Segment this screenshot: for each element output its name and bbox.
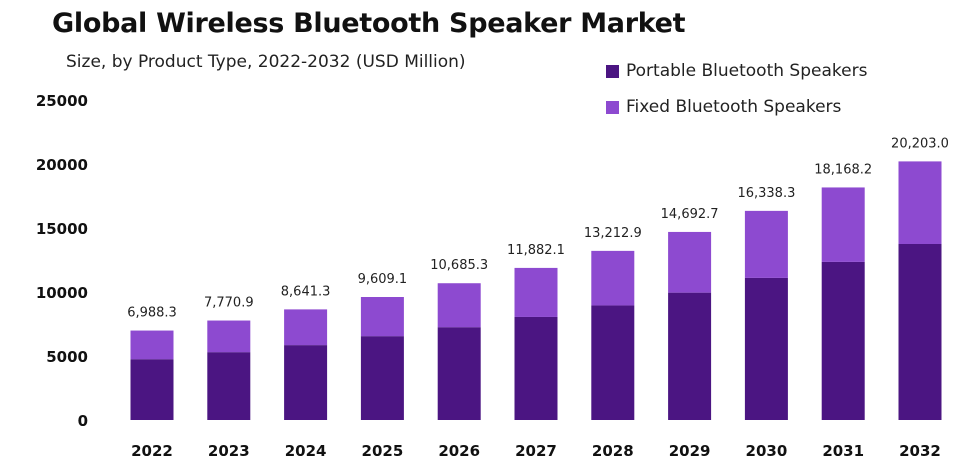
y-tick-label: 15000 bbox=[36, 220, 88, 238]
x-tick-label: 2026 bbox=[438, 442, 480, 460]
data-label-total: 6,988.3 bbox=[127, 306, 177, 321]
x-tick-label: 2032 bbox=[899, 442, 941, 460]
bar-fixed bbox=[360, 297, 404, 337]
x-tick-label: 2028 bbox=[592, 442, 634, 460]
bar-fixed bbox=[898, 161, 942, 244]
y-tick-label: 0 bbox=[78, 412, 88, 430]
data-label-total: 14,692.7 bbox=[661, 207, 719, 222]
bar-portable bbox=[898, 244, 942, 420]
data-label-total: 20,203.0 bbox=[891, 136, 949, 151]
data-label-total: 9,609.1 bbox=[358, 272, 408, 287]
bar-portable bbox=[360, 336, 404, 420]
bar-fixed bbox=[821, 187, 865, 262]
data-label-total: 10,685.3 bbox=[430, 258, 488, 273]
y-tick-label: 25000 bbox=[36, 92, 88, 110]
legend-label-fixed: Fixed Bluetooth Speakers bbox=[626, 97, 842, 117]
data-label-total: 7,770.9 bbox=[204, 296, 254, 311]
bar-portable bbox=[668, 292, 712, 420]
bar-fixed bbox=[591, 250, 635, 306]
x-tick-label: 2031 bbox=[822, 442, 864, 460]
data-label-total: 16,338.3 bbox=[737, 186, 795, 201]
data-label-total: 11,882.1 bbox=[507, 243, 565, 258]
x-tick-label: 2024 bbox=[285, 442, 327, 460]
bar-fixed bbox=[207, 320, 251, 353]
y-tick-label: 10000 bbox=[36, 284, 88, 302]
legend-swatch-portable bbox=[606, 64, 619, 78]
x-tick-label: 2030 bbox=[746, 442, 788, 460]
bar-fixed bbox=[668, 231, 712, 293]
chart-title: Global Wireless Bluetooth Speaker Market bbox=[52, 8, 686, 39]
data-label-total: 8,641.3 bbox=[281, 284, 331, 299]
x-tick-label: 2023 bbox=[208, 442, 250, 460]
bar-portable bbox=[207, 352, 251, 420]
bar-fixed bbox=[130, 330, 174, 360]
data-label-total: 13,212.9 bbox=[584, 226, 642, 241]
data-label-total: 18,168.2 bbox=[814, 162, 872, 177]
bar-fixed bbox=[437, 283, 481, 328]
bar-fixed bbox=[744, 210, 788, 278]
x-tick-label: 2022 bbox=[131, 442, 173, 460]
bar-portable bbox=[130, 359, 174, 420]
legend-item-fixed: Fixed Bluetooth Speakers bbox=[606, 96, 867, 118]
bar-fixed bbox=[514, 267, 558, 317]
legend-item-portable: Portable Bluetooth Speakers bbox=[606, 60, 867, 82]
legend: Portable Bluetooth Speakers Fixed Blueto… bbox=[606, 60, 867, 132]
legend-swatch-fixed bbox=[606, 100, 619, 114]
bar-portable bbox=[744, 277, 788, 420]
x-tick-label: 2029 bbox=[669, 442, 711, 460]
y-tick-label: 5000 bbox=[46, 348, 88, 366]
bar-fixed bbox=[284, 309, 328, 346]
y-tick-label: 20000 bbox=[36, 156, 88, 174]
bar-portable bbox=[514, 316, 558, 420]
x-tick-label: 2027 bbox=[515, 442, 557, 460]
legend-label-portable: Portable Bluetooth Speakers bbox=[626, 61, 868, 81]
x-tick-label: 2025 bbox=[362, 442, 404, 460]
chart-subtitle: Size, by Product Type, 2022-2032 (USD Mi… bbox=[66, 52, 466, 72]
bar-portable bbox=[821, 261, 865, 420]
bar-portable bbox=[437, 327, 481, 420]
bar-portable bbox=[591, 305, 635, 420]
bar-portable bbox=[284, 345, 328, 420]
